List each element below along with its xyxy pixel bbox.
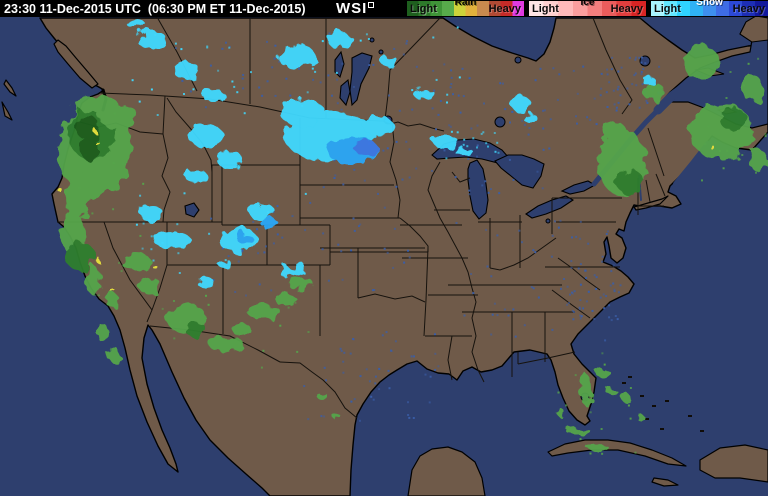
radar-echo [275, 294, 297, 306]
radar-echo [621, 394, 631, 402]
radar-echo [95, 141, 99, 145]
legend-rain-gradient [407, 1, 524, 16]
radar-echo [287, 277, 313, 289]
radar-echo [107, 346, 119, 362]
legend-rain-heavy-label: Heavy [488, 3, 521, 15]
legend-ice: Ice Light Heavy [529, 0, 646, 16]
radar-echo [523, 113, 537, 123]
radar-echo [317, 392, 327, 400]
radar-echo [641, 76, 655, 84]
legend-snow-heavy-label: Heavy [732, 3, 765, 15]
radar-echo [381, 57, 399, 67]
radar-echo [279, 267, 297, 277]
radar-echo [690, 104, 754, 160]
radar-echo [217, 151, 243, 169]
radar-echo [173, 61, 199, 79]
radar-echo [455, 148, 473, 156]
radar-echo [98, 104, 138, 128]
radar-echo [362, 117, 394, 135]
radar-echo [433, 136, 459, 148]
radar-echo [96, 257, 100, 263]
radar-echo [203, 89, 225, 103]
radar-echo [105, 293, 119, 307]
radar-echo [279, 99, 325, 125]
radar-echo [595, 367, 609, 377]
radar-echo [127, 19, 145, 29]
radar-echo [81, 139, 99, 161]
radar-echo [682, 44, 718, 80]
legend-snow-light-label: Light [654, 3, 681, 15]
wsi-logo: WSI [336, 0, 375, 17]
radar-echo [334, 415, 342, 421]
legend-ice-title: Ice [580, 0, 595, 8]
radar-echo [413, 89, 435, 99]
wsi-logo-mark [368, 2, 375, 8]
radar-echo [556, 408, 564, 416]
radar-map [0, 17, 768, 496]
radar-echo [587, 444, 609, 452]
radar-echo [643, 83, 665, 101]
legend-bar: Rain Light Heavy Ice Light Heavy Snow Li… [407, 0, 768, 17]
legend-rain-light-label: Light [410, 3, 437, 15]
radar-echo [566, 427, 590, 435]
radar-echoes [58, 19, 767, 452]
radar-echo [293, 264, 307, 272]
radar-echo [111, 289, 115, 293]
radar-echo [58, 188, 62, 192]
state-borders [57, 17, 666, 419]
radar-echo [154, 266, 158, 270]
radar-echo [93, 129, 97, 133]
legend-ice-heavy-label: Heavy [610, 3, 643, 15]
radar-echo [196, 277, 214, 287]
radar-echo [720, 109, 748, 131]
legend-snow-title: Snow [696, 0, 723, 8]
radar-echo [66, 170, 90, 222]
radar-echo [607, 388, 617, 396]
radar-echo [209, 335, 243, 353]
radar-echo [218, 260, 232, 268]
radar-echo [749, 149, 767, 171]
radar-echo [65, 242, 95, 270]
legend-ice-gradient [529, 1, 646, 16]
radar-echo [511, 96, 531, 112]
radar-echo [261, 219, 279, 229]
radar-echo [121, 253, 151, 271]
radar-echo [96, 323, 108, 341]
title-bar: 23:30 11-Dec-2015 UTC (06:30 PM ET 11-De… [0, 0, 768, 17]
radar-echo [185, 323, 207, 337]
radar-echo [76, 116, 100, 140]
legend-snow: Snow Light Heavy [651, 0, 768, 16]
radar-echo [185, 169, 207, 183]
radar-echo [603, 121, 625, 139]
radar-echo [637, 415, 645, 421]
radar-echo [236, 233, 252, 243]
radar-echo [141, 205, 163, 223]
radar-echo [247, 305, 281, 319]
radar-echo [233, 323, 251, 337]
legend-rain: Rain Light Heavy [407, 0, 524, 16]
radar-echo [354, 141, 378, 155]
radar-echo [188, 125, 224, 147]
radar-echo [617, 169, 643, 195]
legend-rain-title: Rain [454, 0, 477, 8]
radar-echo [711, 146, 715, 150]
radar-echo [85, 266, 101, 294]
timestamp: 23:30 11-Dec-2015 UTC (06:30 PM ET 11-De… [4, 1, 306, 16]
radar-echo [249, 203, 275, 221]
radar-echo [327, 32, 353, 48]
radar-echo [581, 374, 591, 406]
radar-echo [139, 277, 161, 295]
radar-echo [741, 75, 763, 101]
radar-echo [137, 31, 167, 49]
legend-ice-light-label: Light [532, 3, 559, 15]
legend-snow-gradient [651, 1, 768, 16]
radar-echo [153, 232, 191, 248]
radar-echo [277, 44, 315, 68]
